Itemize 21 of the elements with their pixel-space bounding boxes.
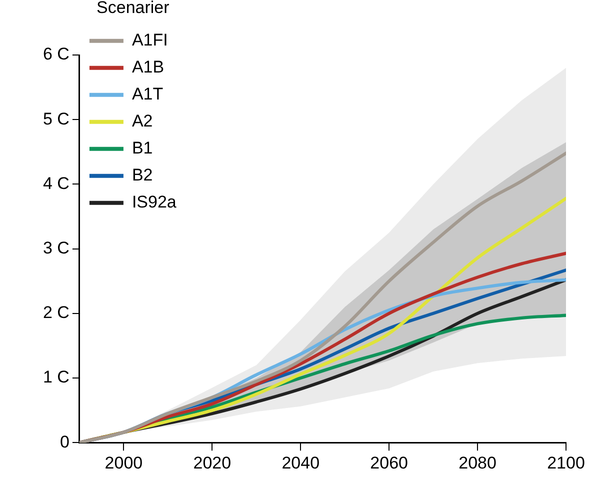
legend-label: B1 — [132, 138, 153, 158]
y-tick-label: 3 C — [42, 238, 70, 258]
legend-label: B2 — [132, 166, 153, 185]
x-tick-label: 2080 — [458, 453, 496, 472]
legend-label: A1FI — [132, 30, 168, 50]
x-tick-label: 2040 — [282, 453, 320, 472]
y-tick-label: 5 C — [42, 109, 70, 128]
y-tick-label: 0 — [60, 432, 70, 452]
x-tick-label: 2100 — [547, 453, 585, 472]
legend-title: Scenarier — [96, 0, 170, 18]
y-tick-label: 4 C — [42, 174, 70, 193]
legend-label: A1B — [132, 58, 164, 77]
y-tick-label: 6 C — [42, 44, 70, 64]
legend-label: IS92a — [132, 192, 177, 212]
x-tick-label: 2060 — [370, 453, 408, 472]
legend-label: A2 — [132, 112, 153, 131]
x-tick-label: 2020 — [193, 453, 232, 472]
y-tick-label: 2 C — [42, 303, 70, 322]
legend-label: A1T — [132, 84, 164, 104]
y-tick-label: 1 C — [42, 368, 70, 387]
x-tick-label: 2000 — [104, 453, 143, 472]
